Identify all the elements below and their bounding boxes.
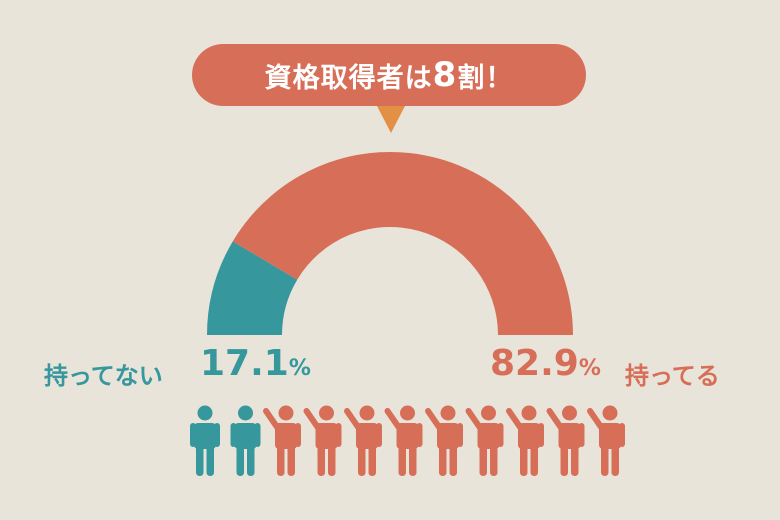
bubble-pointer bbox=[377, 106, 405, 133]
yes-label: 持ってる bbox=[625, 362, 720, 390]
segment-no bbox=[207, 241, 298, 335]
headline-suffix: 割！ bbox=[457, 62, 514, 94]
no-value: 17.1 bbox=[200, 343, 289, 384]
segment-yes bbox=[232, 152, 573, 335]
yes-percent: 82.9% bbox=[490, 343, 601, 384]
person-waving-icon bbox=[465, 405, 504, 476]
no-percent: 17.1% bbox=[200, 343, 311, 384]
yes-value: 82.9 bbox=[490, 343, 579, 384]
headline-number: 8 bbox=[432, 55, 458, 95]
headline-prefix: 資格取得者は bbox=[264, 62, 433, 94]
person-standing-icon bbox=[190, 405, 220, 476]
no-label: 持ってない bbox=[44, 362, 163, 390]
person-waving-icon bbox=[425, 405, 463, 476]
headline-bubble: 資格取得者は 8 割！ bbox=[192, 44, 586, 106]
person-waving-icon bbox=[546, 405, 585, 476]
person-standing-icon bbox=[230, 405, 261, 476]
person-waving-icon bbox=[587, 405, 625, 476]
person-waving-icon bbox=[506, 405, 544, 476]
person-waving-icon bbox=[344, 405, 382, 476]
person-waving-icon bbox=[263, 405, 301, 476]
person-waving-icon bbox=[384, 405, 423, 476]
person-waving-icon bbox=[303, 405, 342, 476]
yes-unit: % bbox=[578, 356, 601, 381]
no-unit: % bbox=[288, 356, 311, 381]
